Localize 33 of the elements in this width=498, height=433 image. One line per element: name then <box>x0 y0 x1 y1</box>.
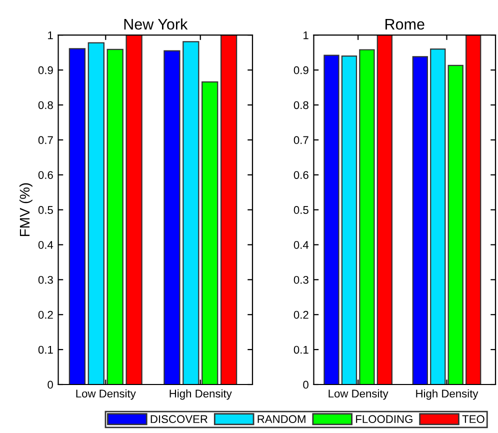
y-tick-label: 0.5 <box>38 206 53 214</box>
y-tick-label: 0.6 <box>38 171 53 179</box>
y-tick-label: 0.7 <box>294 136 308 144</box>
y-tick-label: 0 <box>48 380 53 389</box>
y-tick-label: 0.2 <box>294 310 308 319</box>
x-tick-label: High Density <box>416 389 478 400</box>
legend-label: TEO <box>462 415 484 424</box>
x-tick-label: Low Density <box>76 389 136 400</box>
y-axis-title: FMV (%) <box>19 183 32 236</box>
y-tick-label: 0.4 <box>38 241 54 249</box>
y-tick-label: 0.8 <box>38 101 53 110</box>
chart-title: New York <box>124 18 188 30</box>
y-tick-label: 0.9 <box>294 66 308 74</box>
y-tick-label: 0.6 <box>294 171 308 179</box>
x-tick-label: Low Density <box>328 389 388 400</box>
legend-label: FLOODING <box>356 415 412 424</box>
y-tick-label: 0.8 <box>294 101 308 110</box>
y-tick-label: 0.9 <box>38 66 53 74</box>
x-tick-label: High Density <box>170 389 232 400</box>
legend-label: RANDOM <box>258 415 306 424</box>
y-tick-label: 0.4 <box>294 241 309 249</box>
y-tick-label: 0.1 <box>38 346 53 354</box>
y-tick-label: 0.3 <box>294 276 308 284</box>
legend-label: DISCOVER <box>150 415 208 424</box>
y-tick-label: 0.7 <box>38 136 53 144</box>
y-tick-label: 1 <box>48 31 53 40</box>
y-tick-label: 0 <box>303 380 308 389</box>
y-tick-label: 1 <box>304 31 308 40</box>
y-tick-label: 0.1 <box>294 346 308 354</box>
y-tick-label: 0.2 <box>38 310 53 319</box>
chart-title: Rome <box>386 19 424 30</box>
y-tick-label: 0.5 <box>294 206 308 214</box>
y-tick-label: 0.3 <box>38 276 53 284</box>
